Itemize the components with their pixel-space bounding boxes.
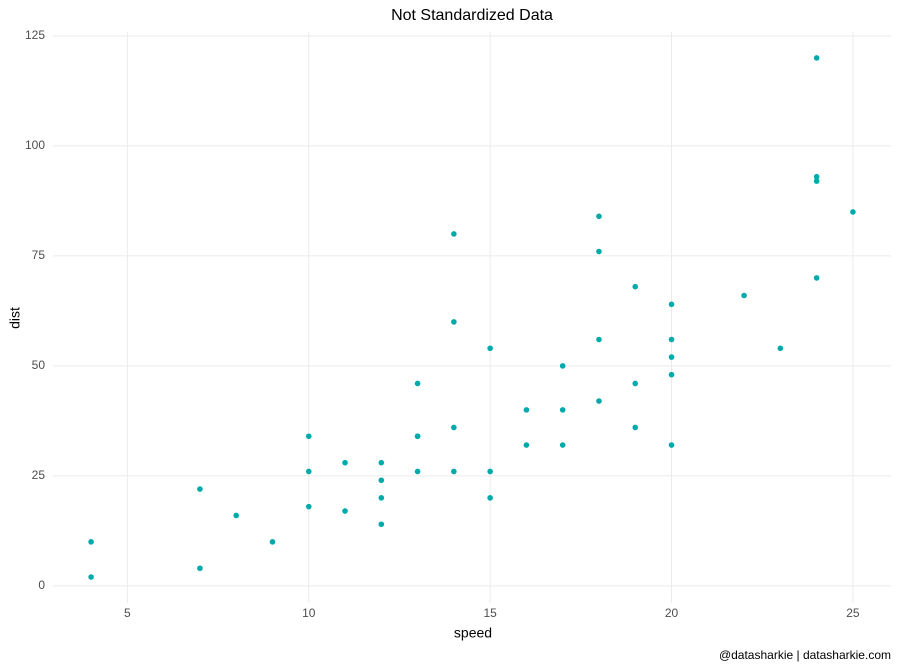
point <box>813 178 820 184</box>
y-tick-label: 125 <box>25 28 45 42</box>
point <box>378 495 385 501</box>
point <box>596 213 602 220</box>
point <box>487 345 493 352</box>
point <box>305 433 312 440</box>
point <box>414 380 421 387</box>
point <box>342 459 348 466</box>
x-axis-label: speed <box>454 625 492 641</box>
x-tick-label: 15 <box>483 606 497 620</box>
point <box>197 565 203 572</box>
caption: @datasharkie | datasharkie.com <box>719 648 891 662</box>
point <box>668 371 675 378</box>
point <box>559 407 566 413</box>
point <box>523 407 530 413</box>
x-tick-label: 25 <box>846 606 860 620</box>
point <box>668 354 675 360</box>
point <box>632 283 639 290</box>
y-tick-label: 75 <box>32 248 46 262</box>
point <box>813 275 820 281</box>
grid <box>53 32 891 603</box>
point <box>451 319 457 325</box>
point <box>451 468 457 475</box>
point <box>668 442 675 448</box>
point <box>269 539 276 545</box>
x-tick-label: 10 <box>302 606 316 620</box>
point <box>668 301 675 308</box>
point <box>88 574 94 580</box>
y-axis-label: dist <box>7 307 23 329</box>
point <box>414 433 421 440</box>
point <box>487 495 493 501</box>
point <box>632 380 639 387</box>
point <box>414 468 421 475</box>
point <box>813 173 820 180</box>
point <box>596 248 602 255</box>
point <box>305 503 312 510</box>
point <box>559 442 566 448</box>
y-tick-label: 0 <box>38 578 45 592</box>
point <box>88 539 94 545</box>
point <box>559 363 566 369</box>
point <box>777 345 784 352</box>
point <box>451 424 457 431</box>
x-tick-label: 5 <box>124 606 131 620</box>
point <box>451 231 457 237</box>
point <box>632 424 639 431</box>
point <box>342 508 348 514</box>
point <box>741 292 747 299</box>
y-tick-label: 25 <box>32 468 46 482</box>
point <box>378 477 385 484</box>
point <box>487 468 493 475</box>
point <box>305 468 312 475</box>
point <box>378 459 385 466</box>
point <box>378 521 385 528</box>
point <box>233 512 239 519</box>
point <box>850 209 856 215</box>
y-tick-label: 100 <box>25 138 45 152</box>
point <box>813 55 820 61</box>
y-tick-label: 50 <box>32 358 46 372</box>
chart-title: Not Standardized Data <box>391 7 553 24</box>
x-tick-label: 20 <box>665 606 679 620</box>
point <box>523 442 530 448</box>
point <box>668 336 675 343</box>
point <box>596 336 602 343</box>
point <box>596 398 602 404</box>
point <box>197 486 203 492</box>
